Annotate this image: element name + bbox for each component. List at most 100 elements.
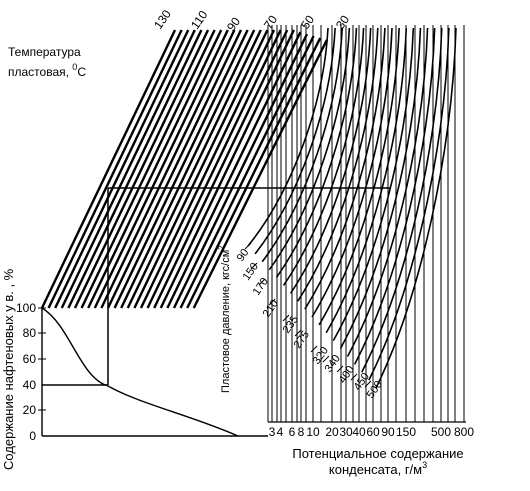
pressure-curve	[375, 27, 457, 389]
x-axis-title-text: конденсата, г/м	[329, 462, 422, 477]
x-axis-title-line2: конденсата, г/м3	[329, 460, 427, 477]
temperature-line	[139, 29, 276, 309]
example-path	[42, 187, 390, 386]
scale-label-6: 6	[289, 425, 296, 439]
scale-label-150: 150	[396, 425, 416, 439]
pressure-curve	[311, 27, 393, 318]
temperature-line	[192, 39, 328, 309]
scale-label-40: 40	[352, 425, 366, 439]
temperature-line	[179, 35, 315, 309]
pressure-curve	[318, 27, 400, 326]
pressure-curve	[290, 27, 372, 294]
temperature-lines	[40, 29, 328, 309]
pressure-curve-tick	[250, 262, 258, 270]
naphthene-tick-label-80: 80	[23, 326, 37, 340]
pressure-curve	[361, 27, 443, 373]
pressure-axis-label-sup: 2	[217, 245, 226, 250]
naphthene-tick-label-100: 100	[16, 301, 36, 315]
pressure-axis-label-text: Пластовое давление, кгс/см	[220, 250, 232, 393]
pressure-curve	[346, 27, 429, 357]
pressure-curve-tick	[268, 298, 276, 306]
temperature-line	[54, 29, 190, 309]
temperature-title-line1: Температура	[8, 45, 81, 59]
x-axis-title-line1: Потенциальное содержание	[292, 446, 463, 461]
pressure-curve	[325, 27, 408, 334]
pressure-label-90: 90	[235, 247, 252, 264]
temperature-labels: 130 110 90 70 50 30	[151, 7, 352, 34]
pressure-curve	[339, 27, 422, 349]
temperature-line	[126, 29, 262, 309]
temperature-title-text: пластовая,	[8, 65, 72, 79]
pressure-labels: 90 150 170 210 235 275 320 340 400 450 5…	[235, 247, 385, 401]
pressure-curve	[297, 27, 379, 302]
naphthene-axis-label: Содержание нафтеновых у в. , %	[1, 268, 16, 470]
scale-label-10: 10	[306, 425, 320, 439]
pressure-curve	[304, 27, 386, 310]
scale-label-500: 500	[431, 425, 451, 439]
temperature-line	[133, 29, 269, 309]
temperature-line	[47, 29, 183, 309]
naphthene-axis: 100 80 60 40 20 0	[16, 301, 46, 443]
temperature-line	[87, 29, 223, 309]
scale-label-800: 800	[454, 425, 474, 439]
scale-label-60: 60	[366, 425, 380, 439]
temperature-line	[172, 33, 309, 309]
pressure-curve	[261, 27, 344, 263]
temperature-line	[153, 29, 289, 309]
pressure-label-210: 210	[261, 298, 281, 320]
pressure-label-275: 275	[292, 329, 312, 351]
scale-label-30: 30	[339, 425, 353, 439]
pressure-curve	[353, 27, 436, 365]
temperature-line	[73, 29, 210, 309]
temperature-line	[120, 29, 256, 309]
pressure-curve	[268, 27, 351, 271]
pressure-curve-tick	[244, 242, 252, 250]
pressure-curve-tick	[258, 278, 266, 286]
temperature-line	[166, 31, 302, 309]
pressure-axis-label: Пластовое давление, кгс/см2	[217, 245, 232, 393]
scale-label-90: 90	[381, 425, 395, 439]
pressure-curve	[254, 27, 336, 255]
temperature-line	[60, 29, 196, 309]
temperature-line	[40, 29, 177, 309]
temperature-title-unit: С	[77, 65, 86, 79]
pressure-curve-tick	[310, 345, 318, 353]
temperature-line	[67, 29, 203, 309]
temperature-line	[93, 29, 229, 309]
temperature-line	[106, 29, 243, 309]
scale-label-8: 8	[298, 425, 305, 439]
temperature-line	[100, 29, 236, 309]
pressure-curve-tick	[336, 365, 344, 373]
temperature-title-sup: 0	[72, 62, 77, 72]
pressure-curve-tick	[294, 329, 302, 337]
pressure-curve	[247, 27, 329, 247]
temperature-line	[113, 29, 249, 309]
temperature-label-110: 110	[188, 8, 211, 32]
condensate-grid	[267, 25, 466, 423]
scale-label-3: 3	[269, 425, 276, 439]
pressure-curves	[244, 27, 457, 389]
pressure-curve	[275, 27, 358, 279]
temperature-line	[146, 29, 282, 309]
temperature-title-line2: пластовая, 0С	[8, 62, 86, 79]
pressure-curve	[282, 27, 365, 286]
pressure-curve-tick	[364, 380, 372, 388]
naphthene-tick-label-40: 40	[23, 378, 37, 392]
naphthene-curve	[41, 307, 239, 437]
pressure-curve	[368, 27, 450, 381]
naphthene-tick-label-0: 0	[29, 429, 36, 443]
naphthene-tick-label-20: 20	[23, 403, 37, 417]
temperature-line	[80, 29, 216, 309]
scale-label-20: 20	[325, 425, 339, 439]
condensate-scale-labels: 3 4 6 8 10 20 30 40 60 90 150 500 800	[269, 425, 475, 439]
temperature-label-130: 130	[151, 7, 174, 32]
pressure-curve-tick	[282, 314, 290, 322]
scale-label-4: 4	[277, 425, 284, 439]
x-axis-title-sup: 3	[422, 460, 427, 470]
pressure-curve-tick	[322, 355, 330, 363]
pressure-curve-tick	[350, 373, 358, 381]
pressure-curve	[332, 27, 415, 342]
temperature-line	[186, 37, 322, 309]
naphthene-tick-label-60: 60	[23, 352, 37, 366]
